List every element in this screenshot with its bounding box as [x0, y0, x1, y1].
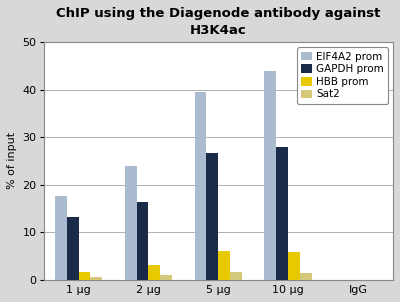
- Bar: [300, 273, 312, 279]
- Bar: [125, 165, 136, 279]
- Bar: [206, 153, 218, 279]
- Bar: [288, 252, 300, 279]
- Bar: [78, 272, 90, 279]
- Bar: [136, 202, 148, 279]
- Bar: [67, 217, 78, 279]
- Bar: [230, 272, 242, 279]
- Bar: [90, 277, 102, 279]
- Bar: [264, 71, 276, 279]
- Y-axis label: % of input: % of input: [7, 132, 17, 189]
- Bar: [160, 275, 172, 279]
- Bar: [148, 265, 160, 279]
- Bar: [194, 92, 206, 279]
- Bar: [55, 197, 67, 279]
- Title: ChIP using the Diagenode antibody against
H3K4ac: ChIP using the Diagenode antibody agains…: [56, 7, 380, 37]
- Bar: [218, 251, 230, 279]
- Bar: [276, 147, 288, 279]
- Legend: EIF4A2 prom, GAPDH prom, HBB prom, Sat2: EIF4A2 prom, GAPDH prom, HBB prom, Sat2: [297, 47, 388, 104]
